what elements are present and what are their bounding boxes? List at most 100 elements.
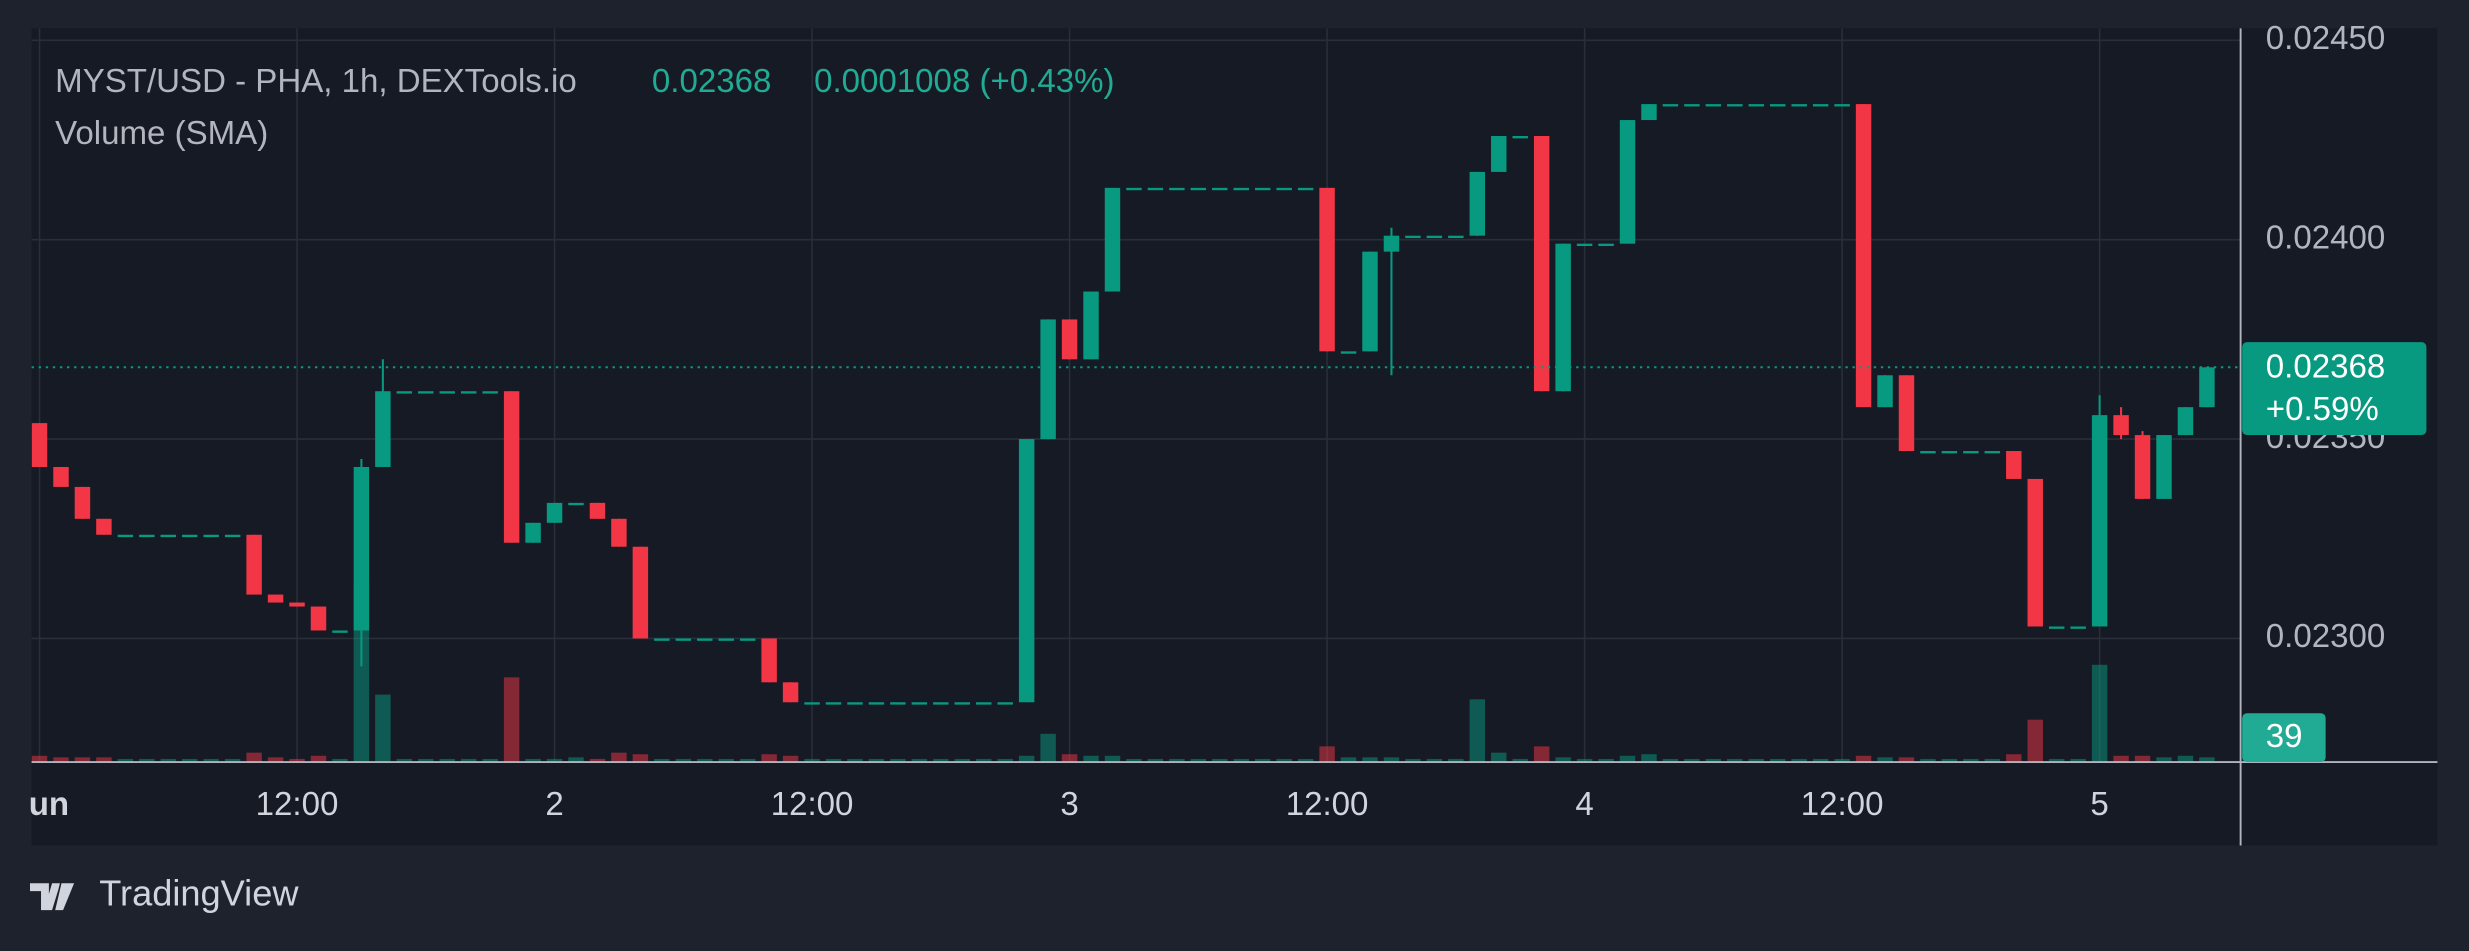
volume-bar	[1233, 758, 1249, 763]
volume-bar	[74, 757, 91, 763]
candle-body	[1770, 104, 1786, 107]
volume-bar	[1469, 699, 1486, 763]
volume-bar	[1641, 754, 1657, 763]
candle-body	[1684, 104, 1700, 107]
candle-body	[2156, 435, 2172, 499]
volume-bar	[568, 757, 584, 763]
volume-bar	[160, 758, 177, 763]
volume-bar	[332, 758, 348, 763]
candle-body	[2199, 367, 2215, 408]
candle-body	[825, 702, 842, 705]
volume-bar	[1254, 758, 1271, 763]
price-badge	[2242, 342, 2427, 435]
x-tick-label: un	[29, 786, 69, 823]
volume-bar	[1684, 758, 1700, 763]
candle-body	[160, 534, 177, 538]
candles	[31, 104, 2241, 705]
candle-body	[375, 391, 391, 467]
volume-bar	[1061, 754, 1078, 763]
volume-bar	[1576, 758, 1593, 763]
candle-body	[1040, 319, 1056, 440]
candle-body	[1190, 187, 1207, 191]
volume-bar	[117, 758, 134, 763]
volume-bar	[654, 758, 670, 763]
volume-bar	[1319, 746, 1335, 763]
volume-bar	[1426, 758, 1443, 763]
volume-bar	[1855, 755, 1872, 763]
candle-body	[1254, 187, 1271, 191]
volume-bar	[203, 758, 219, 763]
candle-body	[1383, 235, 1400, 252]
candle-body	[761, 638, 777, 683]
candle-body	[1920, 451, 1936, 454]
candle-body	[1727, 104, 1743, 107]
candle-body	[1748, 104, 1764, 107]
volume-bar	[1619, 755, 1636, 763]
volume-bar	[482, 758, 498, 763]
candle-body	[1276, 187, 1292, 191]
volume-bar	[1362, 757, 1378, 763]
volume-bar	[1533, 746, 1550, 763]
candle-body	[2070, 626, 2086, 629]
candle-body	[203, 534, 219, 538]
candle-body	[246, 534, 262, 595]
candle-body	[1984, 451, 2001, 454]
candle-body	[1340, 351, 1357, 354]
x-tick-label: 2	[545, 786, 563, 823]
volume-bar	[1748, 758, 1764, 763]
volume-bar	[1598, 758, 1614, 763]
volume-bar	[1662, 758, 1679, 763]
candle-body	[1555, 243, 1571, 392]
candle-body	[546, 502, 563, 523]
candle-body	[2091, 415, 2108, 627]
candle-body	[1362, 251, 1378, 352]
chart-pane	[31, 28, 2438, 846]
candle-body	[1705, 104, 1722, 107]
volume-bar	[761, 754, 777, 763]
volume-bar	[182, 758, 198, 763]
candle-body	[2113, 415, 2129, 436]
candle-body	[1126, 187, 1142, 191]
candle-body	[890, 702, 906, 705]
candle-body	[1576, 243, 1593, 247]
volume-bar	[2113, 755, 2129, 763]
volume-bar	[1984, 758, 2001, 763]
volume-bar	[675, 758, 692, 763]
volume-bar	[310, 755, 327, 763]
volume-bar	[2199, 757, 2215, 763]
volume-bar	[546, 758, 563, 763]
candle-body	[53, 466, 69, 487]
volume-bar	[847, 758, 863, 763]
candle-body	[718, 638, 734, 641]
candle-body	[911, 702, 928, 705]
candle-body	[1233, 187, 1249, 191]
candle-body	[267, 594, 284, 603]
candle-body	[2027, 478, 2043, 627]
candle-body	[847, 702, 863, 705]
volume-bar	[2070, 758, 2086, 763]
volume-bar	[418, 758, 434, 763]
volume-bar	[739, 758, 756, 763]
candle-body	[1877, 375, 1893, 408]
candle-body	[310, 606, 327, 631]
price-badge-change: +0.59%	[2266, 391, 2379, 428]
legend-price: 0.02368	[652, 63, 771, 100]
volume-bar	[2156, 757, 2172, 763]
x-tick-label: 12:00	[771, 786, 854, 823]
candle-body	[1834, 104, 1850, 107]
volume-bar	[439, 758, 455, 763]
volume-bar	[997, 758, 1013, 763]
candle-body	[1405, 235, 1421, 239]
volume-bar	[1212, 758, 1228, 763]
candle-body	[460, 391, 477, 394]
candle-body	[1963, 451, 1979, 454]
candle-body	[503, 391, 520, 543]
candle-body	[782, 682, 799, 703]
volume-bar	[868, 758, 885, 763]
volume-badge-value: 39	[2266, 718, 2303, 755]
volume-bar	[2048, 758, 2065, 763]
candle-body	[1061, 319, 1078, 360]
candle-body	[1212, 187, 1228, 191]
